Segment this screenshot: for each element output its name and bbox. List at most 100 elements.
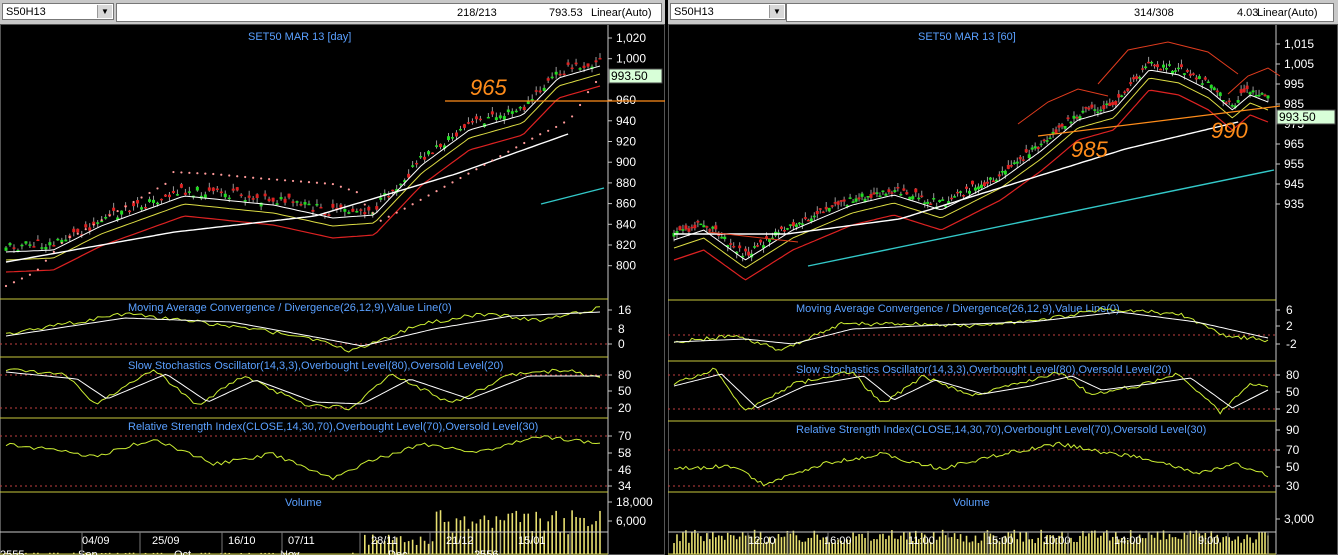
candle-body bbox=[375, 206, 379, 210]
left-scale[interactable]: Linear(Auto) bbox=[591, 7, 652, 19]
macd-signal-line bbox=[673, 311, 1269, 345]
stochastic-line bbox=[5, 368, 601, 411]
candle-body bbox=[76, 228, 80, 233]
candle-body bbox=[1182, 73, 1186, 75]
chevron-down-icon[interactable]: ▼ bbox=[769, 5, 784, 18]
x-date-label: 04/09 bbox=[82, 535, 110, 547]
candle-body bbox=[155, 202, 159, 205]
left-chart-panel: S50H13 ▼ 218/213 793.53 Linear(Auto) SET… bbox=[0, 0, 665, 555]
candle-body bbox=[848, 197, 852, 199]
candle-body bbox=[893, 190, 897, 192]
candle-body bbox=[1108, 102, 1112, 106]
candle-body bbox=[839, 200, 843, 202]
candle-body bbox=[1129, 82, 1133, 85]
candle-body bbox=[1048, 137, 1052, 140]
candle-body bbox=[768, 238, 772, 242]
stochastic-tick-label: 50 bbox=[618, 384, 632, 398]
x-date-label: 16/10 bbox=[228, 535, 256, 547]
candle-body bbox=[411, 165, 415, 167]
price-tick-label: 800 bbox=[616, 259, 636, 273]
candle-body bbox=[578, 68, 582, 70]
candle-body bbox=[1251, 90, 1255, 93]
candle-body bbox=[8, 243, 12, 246]
left-count: 218/213 bbox=[457, 7, 497, 19]
candle-body bbox=[1179, 64, 1183, 68]
candle-body bbox=[1057, 125, 1061, 128]
candle-body bbox=[144, 207, 148, 209]
candle-body bbox=[116, 217, 120, 221]
price-tick-label: 900 bbox=[616, 155, 636, 169]
candle-body bbox=[979, 184, 983, 189]
candle-body bbox=[1191, 73, 1195, 75]
parabolic-sar-dot bbox=[204, 172, 207, 175]
current-price-label: 993.50 bbox=[611, 69, 648, 83]
candle-body bbox=[88, 227, 92, 231]
chevron-down-icon[interactable]: ▼ bbox=[97, 5, 112, 18]
parabolic-sar-dot bbox=[28, 273, 32, 276]
candle-body bbox=[514, 110, 518, 113]
candle-body bbox=[929, 203, 933, 206]
candle-body bbox=[486, 116, 490, 119]
candle-body bbox=[872, 192, 876, 195]
candle-body bbox=[359, 209, 363, 211]
candle-body bbox=[582, 65, 586, 68]
candle-body bbox=[1144, 66, 1148, 69]
parabolic-sar-dot bbox=[355, 191, 358, 194]
parabolic-sar-dot bbox=[84, 228, 87, 231]
parabolic-sar-dot bbox=[403, 207, 406, 210]
candle-body bbox=[259, 202, 263, 207]
candle-body bbox=[815, 211, 819, 215]
volume-tick-label: 6,000 bbox=[616, 514, 646, 528]
price-tick-label: 880 bbox=[616, 176, 636, 190]
ma-slow-line bbox=[674, 121, 1239, 235]
right-chart-canvas[interactable]: SET50 MAR 13 [60]1,0151,0059959859759659… bbox=[668, 24, 1338, 555]
panel-border bbox=[668, 24, 1338, 555]
price-tick-label: 985 bbox=[1284, 97, 1304, 111]
parabolic-sar-dot bbox=[451, 181, 454, 184]
trendline-early bbox=[707, 231, 799, 243]
candle-body bbox=[435, 145, 439, 147]
parabolic-sar-dot bbox=[427, 194, 430, 197]
candle-body bbox=[938, 200, 942, 203]
candle-body bbox=[1165, 67, 1169, 70]
candle-body bbox=[950, 197, 954, 200]
right-scale[interactable]: Linear(Auto) bbox=[1257, 7, 1318, 19]
parabolic-sar-dot bbox=[578, 103, 582, 107]
candle-body bbox=[534, 90, 538, 92]
stochastic-line bbox=[673, 367, 1269, 415]
candle-body bbox=[899, 193, 903, 196]
ma-short-line bbox=[5, 65, 601, 253]
candle-body bbox=[12, 247, 16, 249]
candle-body bbox=[788, 224, 792, 226]
candle-body bbox=[383, 193, 387, 196]
candle-body bbox=[753, 246, 757, 248]
parabolic-sar-dot bbox=[180, 171, 183, 174]
candle-body bbox=[20, 244, 24, 247]
macd-title: Moving Average Convergence / Divergence(… bbox=[128, 302, 452, 314]
parabolic-sar-dot bbox=[411, 203, 414, 206]
left-symbol-select[interactable]: S50H13 ▼ bbox=[2, 3, 114, 20]
parabolic-sar-dot bbox=[379, 219, 382, 222]
candle-body bbox=[28, 244, 32, 246]
parabolic-sar-dot bbox=[563, 121, 566, 124]
x-time-label: 14:00 bbox=[1114, 535, 1142, 547]
candle-body bbox=[355, 211, 359, 213]
candle-body bbox=[522, 106, 526, 111]
candle-body bbox=[64, 239, 68, 242]
candle-body bbox=[720, 236, 724, 239]
left-chart-canvas[interactable]: SET50 MAR 13 [day]1,0201,000980960940920… bbox=[0, 24, 665, 555]
candle-body bbox=[558, 73, 562, 76]
candle-body bbox=[1099, 109, 1103, 112]
right-symbol-value: S50H13 bbox=[674, 6, 714, 18]
candle-body bbox=[875, 192, 879, 194]
candle-body bbox=[1138, 76, 1142, 79]
candle-body bbox=[944, 205, 948, 208]
candle-body bbox=[1039, 143, 1043, 146]
candle-body bbox=[1266, 95, 1270, 99]
left-symbol-value: S50H13 bbox=[6, 6, 46, 18]
candle-body bbox=[681, 229, 685, 231]
candle-body bbox=[24, 241, 28, 244]
candle-body bbox=[223, 193, 227, 198]
right-symbol-select[interactable]: S50H13 ▼ bbox=[670, 3, 786, 20]
parabolic-sar-dot bbox=[395, 211, 398, 214]
